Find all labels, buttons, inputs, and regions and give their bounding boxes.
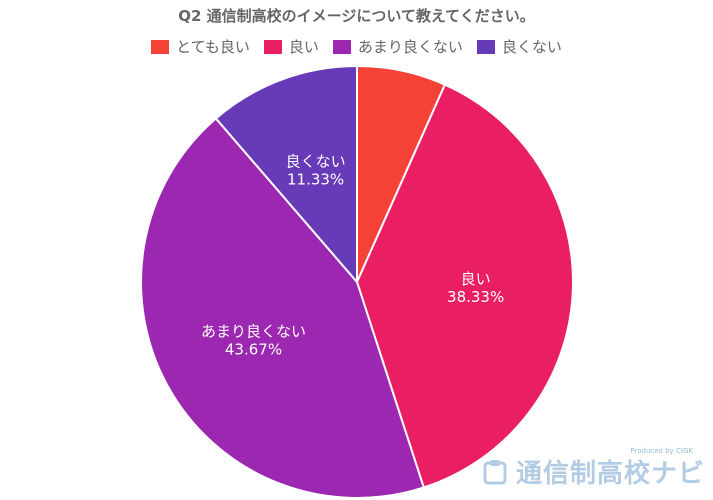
legend-swatch — [151, 39, 170, 54]
slice-value-label: 11.33% — [287, 171, 344, 189]
legend-swatch — [332, 39, 351, 54]
legend-item[interactable]: 良い — [263, 36, 319, 57]
legend-item[interactable]: とても良い — [151, 36, 250, 57]
watermark-brand: 通信制高校ナビ — [515, 459, 705, 489]
watermark-credit: Produced by CIGK — [630, 447, 693, 455]
pie-slice[interactable] — [355, 83, 574, 489]
legend-label: 良くない — [501, 38, 562, 56]
legend-item[interactable]: あまり良くない — [332, 36, 463, 57]
slice-name-label: 良くない — [286, 153, 346, 171]
legend-swatch — [263, 39, 282, 54]
clipboard-icon — [483, 459, 507, 484]
chart-title: Q2 通信制高校のイメージについて教えてください。 — [178, 7, 535, 25]
legend-label: とても良い — [176, 38, 250, 56]
pie-slice[interactable] — [214, 64, 358, 285]
legend: とても良い 良い あまり良くない 良くない — [0, 36, 713, 57]
pie-slice[interactable] — [140, 117, 426, 499]
slice-name-label: 良い — [461, 270, 491, 288]
legend-swatch — [476, 39, 495, 54]
slice-name-label: あまり良くない — [201, 322, 306, 340]
legend-label: あまり良くない — [357, 38, 463, 56]
legend-item[interactable]: 良くない — [476, 36, 562, 57]
legend-label: 良い — [288, 38, 319, 56]
watermark: 通信制高校ナビ — [480, 453, 705, 490]
slice-value-label: 38.33% — [447, 288, 504, 306]
slice-value-label: 43.67% — [225, 340, 282, 358]
